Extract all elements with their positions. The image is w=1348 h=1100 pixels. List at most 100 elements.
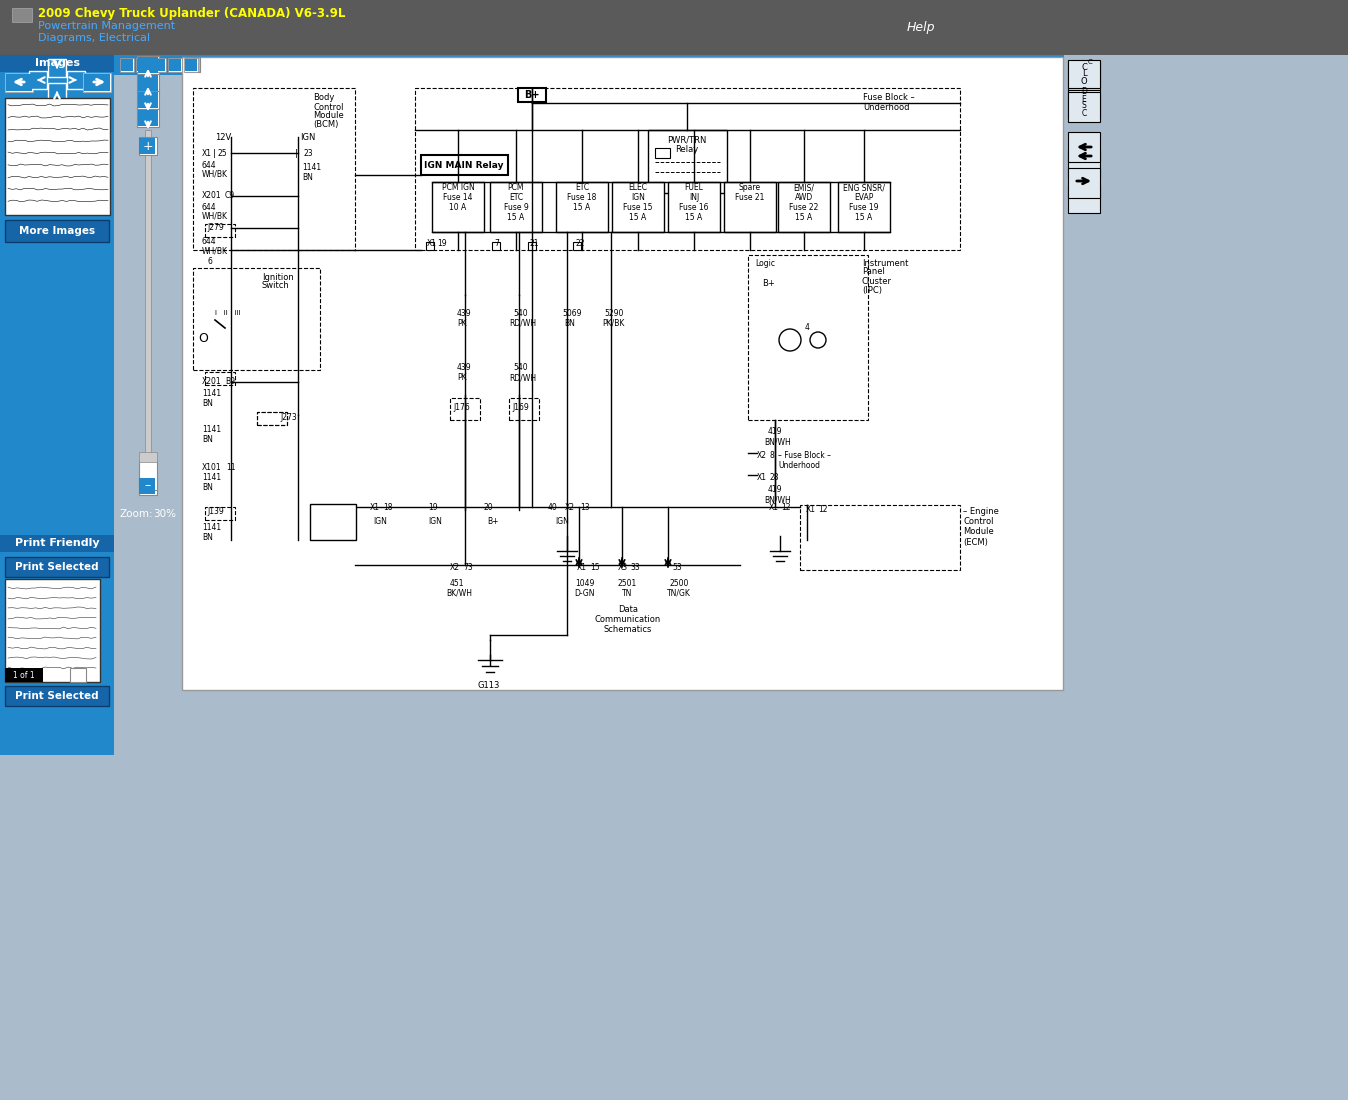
Text: 644: 644: [202, 202, 217, 211]
Bar: [5, 579, 100, 682]
Text: Relay: Relay: [675, 145, 698, 154]
Text: Help: Help: [907, 21, 936, 33]
Text: 1141: 1141: [202, 522, 221, 531]
Text: Data: Data: [617, 605, 638, 615]
Text: IGN: IGN: [301, 132, 315, 142]
Text: |: |: [213, 148, 216, 157]
Text: Fuse 19: Fuse 19: [849, 204, 879, 212]
Text: PCM IGN: PCM IGN: [442, 184, 474, 192]
Text: C9: C9: [225, 191, 235, 200]
Bar: [492, 242, 500, 250]
Text: 28: 28: [768, 473, 779, 482]
Text: 15 A: 15 A: [795, 213, 813, 222]
Text: X2: X2: [565, 503, 576, 512]
Text: 10 A: 10 A: [449, 204, 466, 212]
Text: WH/BK: WH/BK: [202, 211, 228, 220]
Bar: [415, 88, 960, 250]
Bar: [152, 58, 166, 72]
Bar: [0, 55, 115, 755]
Text: BN: BN: [202, 532, 213, 541]
Bar: [5, 74, 32, 91]
Text: INJ: INJ: [689, 194, 700, 202]
Text: G113: G113: [479, 681, 500, 690]
Text: Control: Control: [962, 517, 993, 527]
Text: X1: X1: [202, 148, 212, 157]
Bar: [139, 138, 155, 154]
Bar: [67, 72, 85, 89]
Bar: [799, 505, 960, 570]
Text: ELEC: ELEC: [628, 184, 647, 192]
Bar: [182, 57, 1064, 690]
Bar: [12, 8, 32, 22]
Bar: [838, 182, 890, 232]
Text: Diagrams, Electrical: Diagrams, Electrical: [38, 33, 150, 43]
Bar: [555, 182, 608, 232]
Bar: [431, 182, 484, 232]
Bar: [139, 477, 156, 495]
Text: C: C: [1088, 59, 1092, 65]
Text: Fuse 9: Fuse 9: [504, 204, 528, 212]
Text: (ECM): (ECM): [962, 538, 988, 547]
Text: Underhood: Underhood: [778, 461, 820, 470]
Bar: [1068, 92, 1100, 122]
Bar: [1068, 60, 1100, 88]
Text: 11: 11: [226, 462, 236, 472]
Text: Fuse 18: Fuse 18: [568, 194, 597, 202]
Bar: [491, 182, 542, 232]
Bar: [120, 58, 133, 72]
Text: 540: 540: [514, 308, 527, 318]
Text: Fuse 22: Fuse 22: [790, 204, 818, 212]
Bar: [146, 130, 151, 490]
Text: 1 of 1: 1 of 1: [13, 671, 35, 680]
Bar: [421, 155, 508, 175]
Text: 1049: 1049: [576, 579, 594, 587]
Text: X1: X1: [427, 239, 437, 248]
Bar: [257, 412, 287, 425]
Text: Powertrain Management: Powertrain Management: [38, 21, 175, 31]
Text: TN: TN: [621, 588, 632, 597]
Text: Communication: Communication: [594, 616, 661, 625]
Bar: [257, 412, 287, 425]
Text: BN/WH: BN/WH: [764, 438, 791, 447]
Text: J273: J273: [280, 414, 297, 422]
Text: Spare: Spare: [739, 184, 762, 192]
Bar: [154, 59, 164, 72]
Text: Fuse 21: Fuse 21: [735, 194, 764, 202]
Text: X1: X1: [577, 562, 586, 572]
Text: 15 A: 15 A: [507, 213, 524, 222]
Text: 15 A: 15 A: [630, 213, 647, 222]
Text: Zoom:: Zoom:: [120, 509, 154, 519]
Text: 30%: 30%: [154, 509, 177, 519]
Text: PK/BK: PK/BK: [603, 319, 624, 328]
Text: 25: 25: [218, 148, 228, 157]
Text: PK: PK: [457, 374, 466, 383]
Text: 12: 12: [780, 503, 790, 512]
Text: C: C: [1081, 109, 1086, 118]
Text: Cluster: Cluster: [861, 276, 892, 286]
Text: E: E: [1081, 95, 1086, 103]
Text: Fuse Block –: Fuse Block –: [863, 94, 915, 102]
Text: 1141: 1141: [202, 388, 221, 397]
Text: 22: 22: [576, 239, 585, 248]
Bar: [49, 59, 66, 77]
Text: Module: Module: [962, 528, 993, 537]
Text: 15 A: 15 A: [685, 213, 702, 222]
Text: Switch: Switch: [262, 282, 290, 290]
Bar: [5, 668, 43, 682]
Text: I   II   III: I II III: [214, 310, 240, 316]
Bar: [185, 57, 200, 72]
Text: – Engine: – Engine: [962, 507, 999, 517]
Text: FUEL: FUEL: [685, 184, 704, 192]
Text: AWD: AWD: [795, 194, 813, 202]
Bar: [137, 75, 158, 91]
Text: X201: X201: [202, 191, 221, 200]
Text: 419: 419: [768, 485, 782, 495]
Text: 540: 540: [514, 363, 527, 373]
Bar: [310, 504, 356, 540]
Bar: [136, 58, 150, 72]
Text: 33: 33: [630, 562, 640, 572]
Text: EVAP: EVAP: [855, 194, 874, 202]
Bar: [1068, 132, 1100, 162]
Text: 53: 53: [673, 562, 682, 572]
Bar: [1068, 168, 1100, 198]
